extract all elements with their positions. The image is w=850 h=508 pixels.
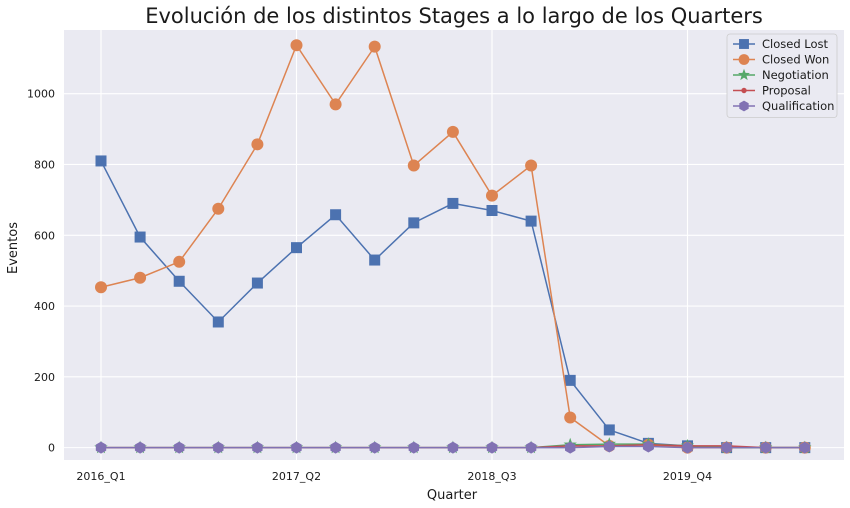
data-point: [329, 98, 342, 111]
data-point: [95, 441, 107, 454]
legend-marker: [739, 39, 749, 49]
legend-marker: [739, 100, 749, 112]
data-point: [447, 197, 459, 209]
legend-item: Qualification: [733, 99, 834, 113]
legend-label: Qualification: [762, 99, 834, 113]
data-point: [564, 411, 577, 424]
legend-item: Proposal: [733, 84, 811, 98]
data-point: [525, 441, 537, 454]
data-point: [486, 204, 498, 216]
data-point: [252, 441, 263, 454]
legend-item: Closed Won: [733, 53, 829, 67]
data-point: [251, 277, 263, 289]
data-point: [603, 424, 615, 436]
plot-area: [64, 30, 844, 460]
data-point: [408, 217, 420, 229]
data-point: [565, 441, 576, 454]
data-point: [212, 202, 225, 215]
legend-marker: [741, 87, 747, 94]
chart-title: Evolución de los distintos Stages a lo l…: [145, 4, 763, 28]
y-tick-label: 200: [34, 371, 55, 384]
legend-item: Closed Lost: [733, 37, 829, 51]
legend-box: [726, 33, 838, 118]
series-group: [94, 39, 812, 454]
data-point: [604, 440, 615, 453]
data-point: [251, 138, 264, 151]
data-point: [525, 159, 538, 172]
data-point: [330, 209, 342, 221]
legend-label: Closed Won: [762, 53, 829, 67]
grid: [64, 30, 844, 460]
data-point: [95, 155, 107, 167]
data-point: [486, 441, 498, 454]
y-tick-label: 1000: [27, 88, 55, 101]
data-point: [213, 441, 224, 454]
data-point: [760, 441, 771, 454]
y-tick-label: 400: [34, 300, 55, 313]
data-point: [173, 255, 186, 268]
data-point: [291, 242, 302, 254]
x-axis-label: Quarter: [427, 488, 478, 503]
data-point: [564, 374, 576, 386]
data-point: [134, 271, 147, 284]
data-point: [134, 441, 146, 454]
legend-item: Negotiation: [733, 68, 829, 82]
data-point: [174, 441, 185, 454]
data-point: [368, 40, 381, 53]
data-point: [290, 39, 303, 52]
data-point: [447, 441, 459, 454]
x-tick-label: 2017_Q2: [272, 470, 321, 483]
data-point: [407, 159, 420, 172]
data-point: [369, 254, 381, 266]
x-tick-label: 2018_Q3: [467, 470, 516, 483]
data-point: [446, 125, 459, 138]
y-tick-label: 600: [34, 229, 55, 242]
data-point: [643, 440, 654, 453]
data-point: [799, 441, 810, 454]
legend-marker: [738, 68, 750, 81]
data-point: [330, 441, 341, 454]
legend-label: Closed Lost: [762, 37, 829, 51]
data-point: [721, 441, 732, 454]
data-point: [525, 215, 537, 227]
data-point: [682, 441, 693, 454]
legend-marker: [738, 54, 750, 65]
data-point: [173, 275, 185, 287]
tick-labels: 0 200 400 600 800 1000 2016_Q1 2017_Q2 2018_Q3 20…: [27, 88, 712, 483]
data-point: [291, 441, 302, 454]
series-qualification: [95, 440, 810, 454]
data-point: [95, 281, 107, 294]
y-axis-label: Eventos: [6, 222, 21, 274]
data-point: [486, 189, 498, 202]
y-tick-label: 800: [34, 158, 55, 171]
x-tick-label: 2016_Q1: [76, 470, 125, 483]
data-point: [212, 316, 224, 328]
data-point: [408, 441, 419, 454]
legend-label: Negotiation: [762, 68, 829, 82]
legend-label: Proposal: [762, 84, 811, 98]
x-tick-label: 2019_Q4: [663, 470, 712, 483]
data-point: [134, 231, 146, 243]
y-tick-label: 0: [48, 442, 55, 455]
data-point: [369, 441, 380, 454]
